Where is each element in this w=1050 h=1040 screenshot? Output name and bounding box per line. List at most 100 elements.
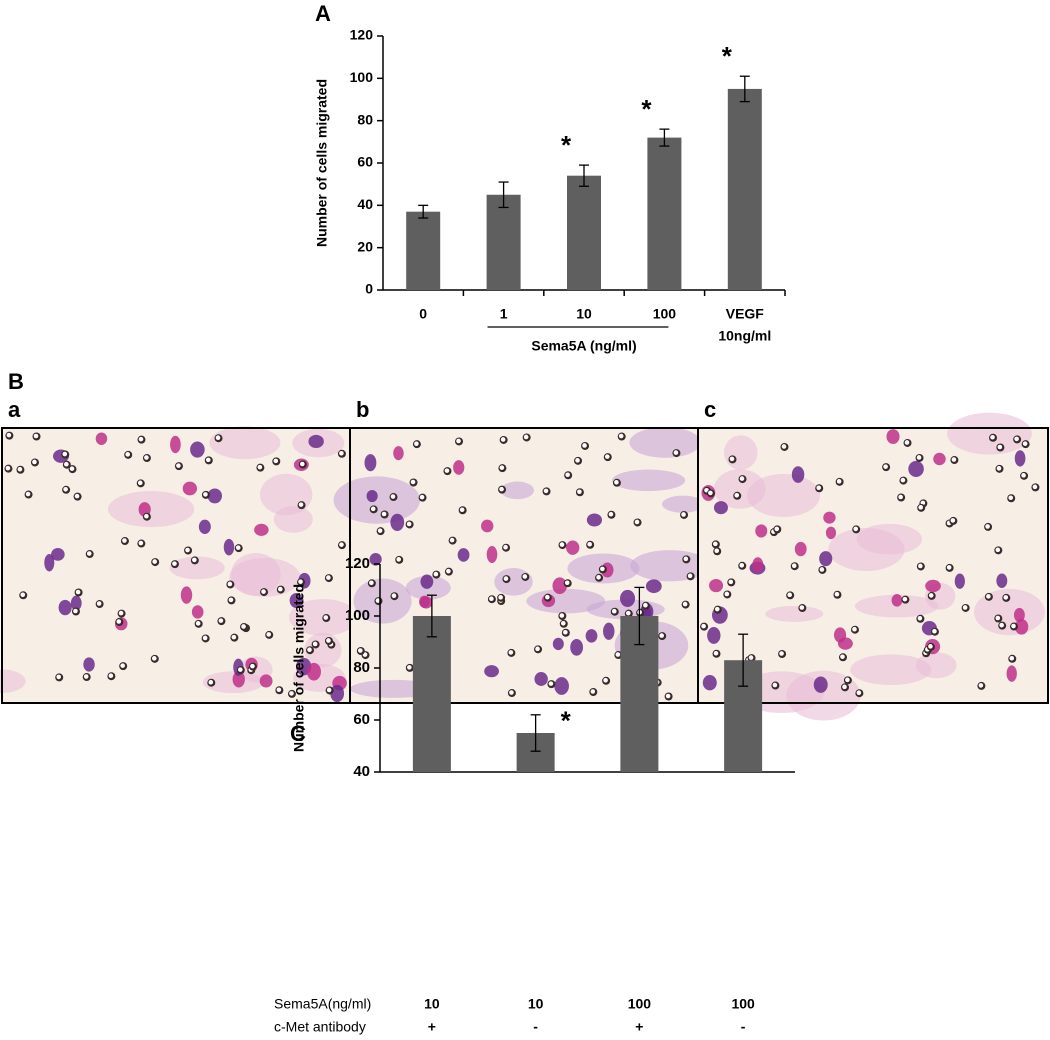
y-tick-label: 60: [357, 154, 373, 170]
cell: [306, 662, 321, 681]
pore-highlight: [834, 591, 840, 597]
cell: [95, 432, 108, 445]
cell: [702, 675, 717, 691]
pore-highlight: [659, 633, 664, 638]
pore-highlight: [997, 444, 1003, 450]
pore-highlight: [509, 690, 514, 695]
pore-highlight: [840, 654, 845, 660]
y-tick-label: 80: [353, 659, 370, 676]
y-tick-label: 60: [353, 711, 370, 728]
x-tick-label: +: [635, 1019, 643, 1035]
x-tick-label: -: [741, 1019, 746, 1035]
pore-highlight: [69, 466, 75, 471]
cell: [825, 526, 837, 540]
pore-highlight: [203, 492, 208, 497]
pore-highlight: [446, 568, 451, 574]
pore-highlight: [208, 679, 214, 685]
pore-highlight: [565, 472, 570, 478]
pore-highlight: [714, 606, 720, 612]
pore-highlight: [499, 486, 504, 492]
pore-highlight: [499, 465, 505, 470]
pore-highlight: [116, 619, 122, 624]
cell: [364, 454, 377, 472]
pore-highlight: [900, 477, 906, 483]
pore-highlight: [17, 466, 23, 472]
pore-highlight: [459, 507, 465, 513]
pore-highlight: [564, 580, 570, 586]
pore-highlight: [543, 488, 549, 494]
x-tick-label: -: [533, 1019, 538, 1035]
pore-highlight: [883, 464, 888, 469]
cell: [619, 589, 636, 608]
cell: [570, 638, 584, 656]
cell: [554, 677, 569, 695]
cell: [586, 513, 603, 527]
pore-highlight: [138, 540, 144, 546]
pore-highlight: [774, 526, 780, 532]
cell: [70, 595, 82, 611]
stain-patch: [273, 506, 313, 533]
cell: [453, 460, 465, 475]
cell: [198, 519, 211, 534]
pore-highlight: [852, 626, 857, 632]
pore-highlight: [64, 461, 69, 467]
cell: [484, 665, 499, 678]
pore-highlight: [772, 682, 778, 688]
pore-highlight: [560, 621, 566, 626]
pore-highlight: [791, 563, 797, 569]
pore-highlight: [250, 663, 255, 669]
pore-highlight: [83, 674, 89, 679]
pore-highlight: [419, 494, 425, 500]
pore-highlight: [1032, 484, 1038, 490]
y-tick-label: 40: [353, 763, 370, 780]
image-label: c: [704, 397, 716, 422]
pore-highlight: [257, 464, 263, 470]
stain-patch: [828, 528, 905, 571]
pore-highlight: [73, 608, 78, 614]
stain-patch: [0, 669, 26, 693]
cell: [170, 435, 181, 454]
pore-highlight: [6, 432, 12, 438]
pore-highlight: [391, 593, 397, 599]
pore-highlight: [277, 586, 283, 592]
pore-highlight: [1022, 441, 1028, 446]
pore-highlight: [928, 593, 934, 598]
pore-highlight: [228, 597, 234, 603]
cell: [996, 573, 1008, 589]
pore-highlight: [535, 646, 540, 652]
cell: [755, 524, 768, 538]
pore-highlight: [202, 635, 208, 641]
row-label: c-Met antibody: [274, 1019, 366, 1035]
pore-highlight: [563, 629, 568, 635]
pore-highlight: [118, 610, 124, 616]
pore-highlight: [444, 468, 450, 473]
cell: [44, 553, 55, 572]
pore-highlight: [390, 494, 396, 499]
cell: [457, 548, 470, 562]
pore-highlight: [729, 456, 735, 462]
pore-highlight: [781, 444, 787, 449]
cell: [393, 446, 404, 461]
pore-highlight: [144, 513, 149, 519]
cell: [51, 547, 65, 561]
stain-patch: [724, 435, 758, 470]
pore-highlight: [545, 594, 550, 600]
pore-highlight: [600, 566, 605, 572]
pore-highlight: [608, 511, 614, 517]
panel-label: B: [8, 369, 24, 394]
cell: [223, 538, 235, 556]
row-label: Sema5A(ng/ml): [274, 996, 371, 1012]
pore-highlight: [559, 542, 565, 547]
significance-marker: *: [561, 706, 572, 736]
pore-highlight: [185, 547, 190, 553]
pore-highlight: [856, 690, 862, 696]
pore-highlight: [990, 434, 995, 440]
pore-highlight: [414, 441, 419, 446]
pore-highlight: [339, 450, 344, 456]
cell: [566, 540, 580, 555]
pore-highlight: [918, 563, 923, 569]
pore-highlight: [995, 547, 1001, 553]
cell: [794, 541, 807, 557]
pore-highlight: [358, 648, 363, 653]
cell: [1014, 450, 1026, 467]
